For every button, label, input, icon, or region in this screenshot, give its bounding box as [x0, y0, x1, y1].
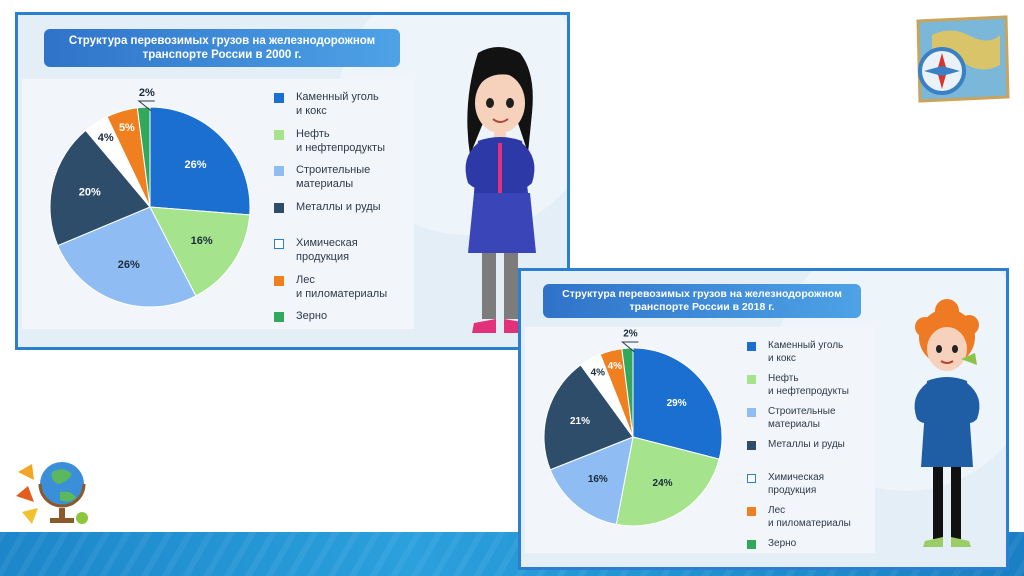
legend-2000: Каменный уголь и кокс Нефть и нефтепродукты…: [274, 90, 387, 346]
pie-slice-2018-0: [632, 347, 723, 460]
legend-item-2000-4: Химическая продукция: [274, 236, 387, 273]
legend-swatch-2000-2: [274, 166, 284, 176]
legend-swatch-2000-4: [274, 239, 284, 249]
legend-swatch-2000-5: [274, 275, 284, 286]
redhead-girl-illustration: [914, 299, 980, 547]
legend-label-2018-5: Лес и пиломатериалы: [768, 505, 851, 529]
legend-swatch-2018-5: [747, 507, 756, 516]
pie-label-2000-6: 2%: [139, 87, 155, 99]
chart-card-2018: Структура перевозимых грузов на железнод…: [518, 268, 1009, 570]
pie-slice-2000-1: [149, 206, 251, 297]
pie-label-2000-2: 26%: [118, 259, 140, 271]
legend-label-2018-4: Химическая продукция: [768, 472, 825, 496]
pie-slice-2000-3: [49, 129, 151, 247]
pie-label-2018-2: 16%: [588, 474, 608, 485]
legend-swatch-2018-4: [747, 474, 756, 483]
legend-label-2000-5: Лес и пиломатериалы: [296, 273, 388, 300]
legend-label-2000-0: Каменный уголь и кокс: [296, 91, 379, 117]
pie-label-2018-3: 21%: [570, 416, 590, 427]
legend-swatch-2000-3: [274, 202, 284, 213]
legend-label-2000-2: Строительные материалы: [296, 164, 371, 190]
legend-item-2018-2: Строительные материалы: [747, 405, 851, 438]
legend-label-2000-3: Металлы и руды: [296, 200, 381, 213]
legend-label-2000-6: Зерно: [296, 310, 328, 322]
legend-item-2000-1: Нефть и нефтепродукты: [274, 127, 387, 164]
pie-slice-2018-1: [615, 436, 720, 527]
legend-item-2018-1: Нефть и нефтепродукты: [747, 372, 851, 405]
chart-title-2018: Структура перевозимых грузов на железнод…: [543, 284, 861, 318]
pie-slice-2000-6: [136, 106, 151, 208]
globe-leaves-icon: [16, 462, 88, 524]
pie-label-2000-3: 20%: [79, 186, 101, 198]
pie-slice-2018-3: [543, 364, 634, 471]
legend-label-2018-1: Нефть и нефтепродукты: [768, 373, 849, 397]
chart-title-2000: Структура перевозимых грузов на железнод…: [44, 29, 400, 67]
legend-swatch-2018-6: [747, 540, 756, 549]
legend-item-2018-5: Лес и пиломатериалы: [747, 504, 851, 537]
legend-swatch-2018-2: [747, 408, 756, 417]
pie-callout-2000-6: [137, 100, 155, 112]
pie-chart-2018: 29% 24% 16% 21% 4%4% 2%: [543, 329, 723, 527]
pie-label-2018-4: 4%: [591, 368, 606, 379]
pie-label-2018-6: 2%: [623, 329, 638, 340]
pie-label-2018-1: 24%: [653, 478, 673, 489]
legend-label-2000-1: Нефть и нефтепродукты: [296, 127, 385, 154]
legend-item-2000-6: Зерно: [274, 309, 387, 346]
legend-item-2000-5: Лес и пиломатериалы: [274, 273, 387, 310]
legend-item-2018-6: Зерно: [747, 537, 851, 567]
legend-item-2018-4: Химическая продукция: [747, 471, 851, 504]
pie-label-2000-5: 5%: [119, 122, 135, 134]
legend-item-2000-3: Металлы и руды: [274, 200, 387, 237]
pie-callout-2018-6: [621, 341, 639, 353]
pie-label-2000-4: 4%: [98, 132, 114, 144]
pie-slice-2000-2: [57, 206, 197, 308]
legend-swatch-2000-6: [274, 312, 284, 322]
legend-label-2018-2: Строительные материалы: [768, 406, 836, 430]
legend-swatch-2018-3: [747, 441, 756, 450]
legend-item-2018-3: Металлы и руды: [747, 438, 851, 471]
legend-label-2018-6: Зерно: [768, 538, 797, 549]
pie-label-2000-1: 16%: [191, 235, 213, 247]
legend-label-2018-0: Каменный уголь и кокс: [768, 340, 844, 364]
pie-slice-2018-2: [549, 436, 634, 526]
chart-card-2000: Структура перевозимых грузов на железнод…: [15, 12, 570, 350]
pie-slice-2000-0: [149, 106, 251, 216]
legend-2018: Каменный уголь и кокс Нефть и нефтепродукты…: [747, 339, 851, 567]
pie-slice-2018-6: [621, 347, 634, 438]
legend-item-2000-2: Строительные материалы: [274, 163, 387, 200]
legend-label-2000-4: Химическая продукция: [296, 237, 358, 263]
pie-label-2018-0: 29%: [667, 398, 687, 409]
legend-swatch-2000-0: [274, 93, 284, 103]
pie-label-2018-5: 4%: [608, 361, 623, 372]
pie-label-2000-0: 26%: [185, 159, 207, 171]
legend-swatch-2000-1: [274, 129, 284, 140]
legend-swatch-2018-1: [747, 375, 756, 384]
pie-chart-2000: 26% 16% 26% 20% 4% 5% 2%: [49, 87, 251, 308]
map-compass-icon: [916, 15, 1010, 103]
legend-swatch-2018-0: [747, 342, 756, 351]
legend-label-2018-3: Металлы и руды: [768, 439, 845, 450]
legend-item-2018-0: Каменный уголь и кокс: [747, 339, 851, 372]
girl-illustration: [465, 47, 536, 333]
legend-item-2000-0: Каменный уголь и кокс: [274, 90, 387, 127]
